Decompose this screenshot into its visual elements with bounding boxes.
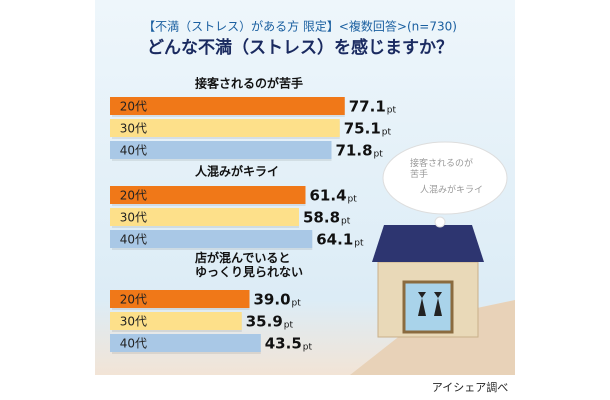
bar: [110, 334, 261, 352]
value-label: 64.1: [316, 231, 353, 249]
series-label: 20代: [120, 100, 147, 114]
bubble-text: 人混みがキライ: [420, 184, 483, 196]
chart-subtitle: 【不満（ストレス）がある方 限定】<複数回答>(n=730): [143, 19, 457, 34]
value-unit: pt: [354, 239, 364, 249]
value-unit: pt: [348, 195, 358, 205]
group-label: 人混みがキライ: [195, 164, 279, 179]
value-label: 61.4: [310, 187, 347, 205]
source: アイシェア調べ: [432, 380, 508, 394]
bar: [110, 97, 345, 115]
series-label: 30代: [120, 211, 147, 225]
value-label: 39.0: [254, 291, 291, 309]
bubble-text: 接客されるのが苦手: [410, 157, 473, 180]
value-unit: pt: [303, 343, 313, 353]
bar: [110, 208, 299, 226]
value-unit: pt: [341, 217, 351, 227]
bar: [110, 119, 340, 137]
speech-bubble: [382, 141, 508, 228]
bar: [110, 230, 313, 248]
value-label: 75.1: [344, 120, 381, 138]
value-label: 71.8: [336, 142, 373, 160]
series-label: 30代: [120, 122, 147, 136]
series-label: 40代: [120, 144, 147, 158]
value-unit: pt: [387, 106, 397, 116]
bar: [110, 186, 306, 204]
series-label: 40代: [120, 337, 147, 351]
value-unit: pt: [284, 321, 294, 331]
value-label: 58.8: [303, 209, 340, 227]
series-label: 30代: [120, 315, 147, 329]
group-label: 接客されるのが苦手: [195, 76, 303, 91]
bar: [110, 141, 332, 159]
group-label: 店が混んでいるとゆっくり見られない: [195, 250, 303, 279]
value-unit: pt: [374, 150, 384, 160]
chart-title: どんな不満（ストレス）を感じますか？: [147, 37, 453, 58]
series-label: 40代: [120, 233, 147, 247]
bar: [110, 290, 250, 308]
series-label: 20代: [120, 189, 147, 203]
value-unit: pt: [382, 128, 392, 138]
shop-illustration: [350, 225, 515, 375]
value-label: 77.1: [349, 98, 386, 116]
value-unit: pt: [292, 299, 302, 309]
value-label: 43.5: [265, 335, 302, 353]
bar: [110, 312, 242, 330]
series-label: 20代: [120, 293, 147, 307]
value-label: 35.9: [246, 313, 283, 331]
